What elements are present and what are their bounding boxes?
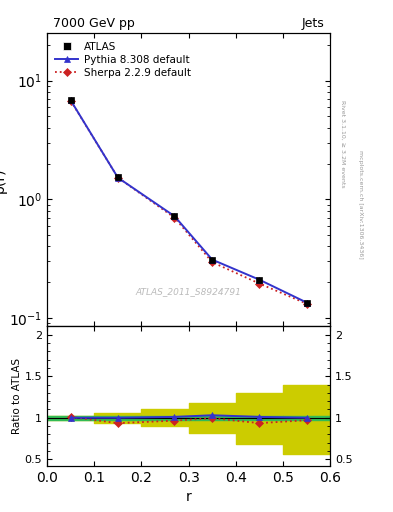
Y-axis label: Ratio to ATLAS: Ratio to ATLAS xyxy=(12,358,22,434)
Text: mcplots.cern.ch [arXiv:1306.3436]: mcplots.cern.ch [arXiv:1306.3436] xyxy=(358,151,363,259)
Y-axis label: ρ(r): ρ(r) xyxy=(0,167,6,193)
X-axis label: r: r xyxy=(186,490,191,504)
Legend: ATLAS, Pythia 8.308 default, Sherpa 2.2.9 default: ATLAS, Pythia 8.308 default, Sherpa 2.2.… xyxy=(52,38,194,81)
Text: ATLAS_2011_S8924791: ATLAS_2011_S8924791 xyxy=(136,287,242,296)
Text: Jets: Jets xyxy=(302,17,325,30)
Text: Rivet 3.1.10, ≥ 3.2M events: Rivet 3.1.10, ≥ 3.2M events xyxy=(340,99,345,187)
Text: 7000 GeV pp: 7000 GeV pp xyxy=(53,17,134,30)
